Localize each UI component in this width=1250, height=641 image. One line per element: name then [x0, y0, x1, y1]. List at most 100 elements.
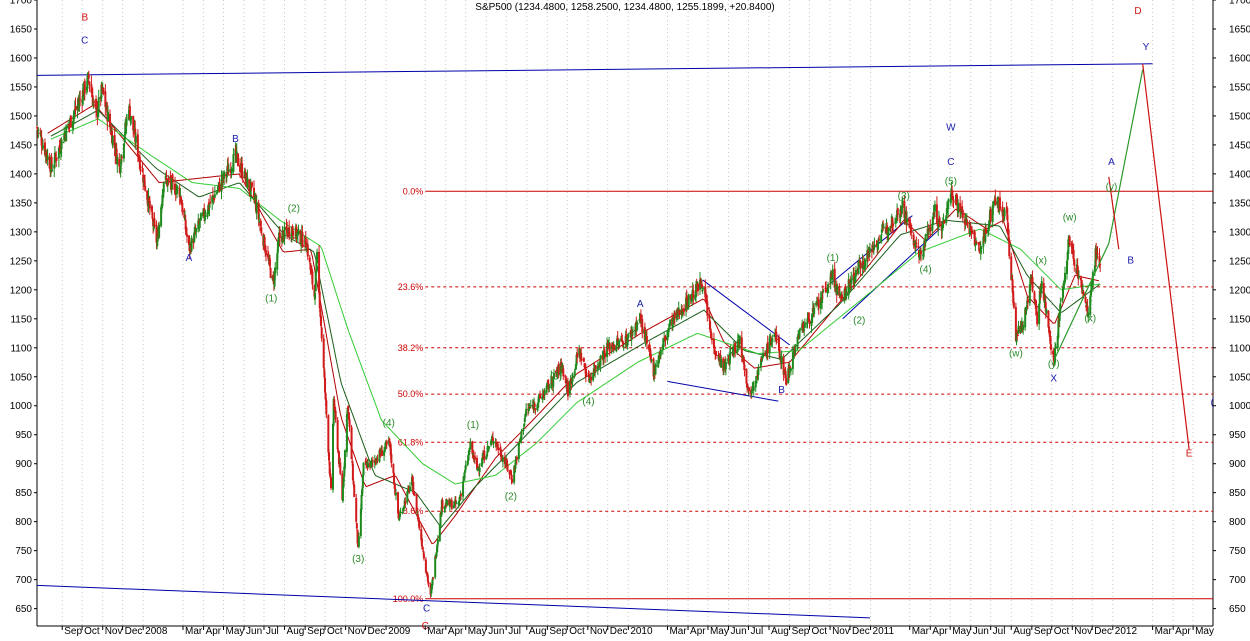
x-tick-label: Aug — [771, 626, 789, 636]
x-tick-label: Apr — [932, 626, 948, 636]
price-bar-body — [378, 450, 381, 462]
price-bar-body — [343, 466, 346, 477]
price-bar-body — [961, 209, 964, 219]
price-bar-body — [138, 156, 141, 169]
price-bar-body — [176, 187, 179, 189]
price-bar-body — [626, 338, 629, 346]
price-bar-body — [936, 224, 939, 227]
price-bar-body — [709, 328, 712, 333]
wave-label: A — [1108, 157, 1115, 168]
price-bar-body — [499, 449, 502, 457]
price-bar-body — [745, 368, 748, 384]
price-bar-body — [403, 500, 406, 508]
price-bar-body — [1080, 282, 1083, 284]
price-bar-body — [959, 212, 962, 215]
price-bar-body — [345, 413, 348, 453]
price-bar-body — [727, 358, 730, 360]
price-bar-body — [225, 172, 228, 175]
price-bar-body — [704, 286, 707, 298]
price-bar-body — [775, 331, 778, 341]
price-bar-body — [164, 175, 167, 180]
price-bar-body — [598, 366, 601, 368]
price-bar-body — [381, 450, 384, 456]
price-bar-body — [203, 208, 206, 218]
price-bar-body — [724, 361, 727, 370]
ma-mid-line — [50, 110, 1101, 529]
price-bar-body — [394, 488, 397, 496]
price-bar-body — [127, 113, 130, 119]
price-bar-body — [596, 366, 599, 371]
price-bar-body — [1007, 229, 1010, 240]
price-bar-body — [697, 283, 700, 292]
price-bar-body — [1038, 290, 1041, 304]
price-bar-body — [341, 486, 344, 502]
price-bar-body — [464, 470, 467, 473]
price-bar-body — [77, 102, 80, 104]
price-bar-body — [352, 481, 355, 485]
price-bars — [36, 70, 1102, 598]
price-bar-body — [1062, 287, 1065, 298]
price-bar-body — [476, 458, 479, 470]
price-bar-body — [319, 309, 322, 317]
price-bar-body — [522, 428, 525, 432]
price-bar-body — [69, 115, 72, 128]
price-bar-body — [657, 358, 660, 360]
price-bar-body — [700, 284, 703, 289]
price-bar-body — [169, 178, 172, 184]
y-tick-label-right: 1400 — [1229, 169, 1250, 180]
price-bar-body — [571, 373, 574, 382]
price-bar-body — [508, 470, 511, 475]
price-bar-body — [599, 356, 602, 366]
y-tick-label-left: 950 — [15, 430, 32, 441]
price-bar-body — [690, 299, 693, 301]
price-bar-body — [408, 486, 411, 491]
price-bar-body — [1028, 284, 1031, 304]
price-bar-body — [137, 156, 140, 158]
price-bar-body — [88, 81, 91, 85]
y-tick-label-left: 1700 — [10, 0, 33, 7]
price-bar-body — [420, 529, 423, 541]
price-bar-body — [166, 180, 169, 186]
price-bar-body — [506, 463, 509, 471]
price-bar-body — [510, 475, 513, 480]
price-bar-body — [291, 225, 294, 233]
price-bar-body — [677, 313, 680, 317]
price-bar-body — [255, 202, 258, 214]
price-bar-body — [868, 248, 871, 253]
x-tick-label: Jul — [993, 626, 1006, 636]
price-bar-body — [759, 367, 762, 369]
price-bar-body — [838, 285, 841, 296]
price-bar-body — [691, 296, 694, 301]
price-bar-body — [146, 190, 149, 200]
price-bar-body — [836, 285, 839, 296]
y-tick-label-left: 1600 — [10, 53, 33, 64]
price-bar-body — [810, 321, 813, 327]
price-bar-body — [462, 479, 465, 481]
price-bar-body — [889, 226, 892, 231]
x-axis: Sep Oct Nov Dec 2008 Mar Apr May Jun Jul Aug Sep Oct… — [61, 626, 1214, 637]
price-bar-body — [545, 385, 548, 393]
price-bar-body — [789, 366, 792, 369]
price-bar-body — [1016, 335, 1019, 337]
price-bar-body — [1010, 278, 1013, 280]
y-tick-label-left: 1200 — [10, 285, 33, 296]
price-bar-body — [977, 242, 980, 246]
wave-label: (3) — [550, 372, 562, 383]
price-bar-body — [315, 260, 318, 273]
price-bar-body — [333, 399, 336, 410]
price-bar-body — [799, 328, 802, 330]
price-bar-body — [129, 118, 132, 122]
x-tick-label: Apr — [1175, 626, 1191, 636]
price-bar-body — [87, 73, 90, 76]
price-bar-body — [197, 221, 200, 224]
price-bar-body — [756, 375, 759, 380]
price-bar-body — [728, 352, 731, 364]
price-bar-body — [156, 242, 159, 244]
price-bar-body — [654, 367, 657, 375]
price-bar-body — [643, 327, 646, 341]
price-bar-body — [474, 456, 477, 460]
price-bar-body — [254, 199, 257, 201]
price-bar-body — [472, 453, 475, 455]
price-bar-body — [681, 311, 684, 315]
